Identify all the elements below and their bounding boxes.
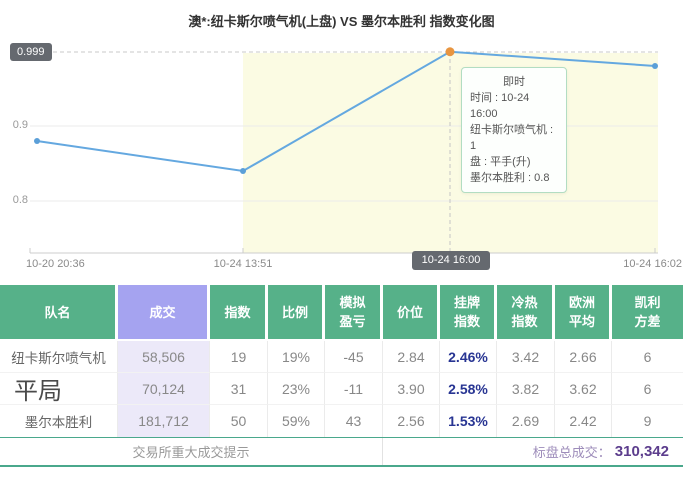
table-footer: 交易所重大成交提示 标盘总成交： 310,342 bbox=[0, 437, 683, 467]
cell-volume: 58,506 bbox=[118, 341, 210, 373]
tooltip-line-away: 墨尔本胜利 : 0.8 bbox=[470, 172, 550, 184]
current-value-badge: 0.999 bbox=[10, 43, 52, 61]
table-row-away: 墨尔本胜利 181,712 50 59% 43 2.56 1.53% 2.69 … bbox=[0, 405, 683, 437]
chart-title: 澳*:纽卡斯尔喷气机(上盘) VS 墨尔本胜利 指数变化图 bbox=[188, 14, 495, 29]
cell-euro-avg: 2.66 bbox=[555, 341, 612, 373]
cell-sim-pl: 43 bbox=[325, 405, 383, 437]
cell-index: 19 bbox=[210, 341, 268, 373]
cell-ratio: 23% bbox=[268, 373, 325, 405]
cell-price: 3.90 bbox=[383, 373, 440, 405]
cell-listed-index: 1.53% bbox=[440, 405, 497, 437]
cell-kelly-var: 9 bbox=[612, 405, 683, 437]
header-listed-index[interactable]: 挂牌 指数 bbox=[440, 285, 497, 341]
cell-sim-pl: -11 bbox=[325, 373, 383, 405]
cell-price: 2.56 bbox=[383, 405, 440, 437]
cell-kelly-var: 6 bbox=[612, 341, 683, 373]
cell-volume: 181,712 bbox=[118, 405, 210, 437]
total-volume-value: 310,342 bbox=[614, 443, 669, 460]
point-3[interactable] bbox=[652, 63, 658, 69]
cell-hot-cold: 3.42 bbox=[497, 341, 555, 373]
chart-plot[interactable] bbox=[0, 0, 683, 285]
header-price[interactable]: 价位 bbox=[383, 285, 440, 341]
y-axis-tick-label: 0.9 bbox=[12, 119, 28, 131]
header-index[interactable]: 指数 bbox=[210, 285, 268, 341]
tooltip-line-home: 纽卡斯尔喷气机 : 1 bbox=[470, 124, 554, 152]
point-2[interactable] bbox=[445, 47, 455, 57]
cell-hot-cold: 2.69 bbox=[497, 405, 555, 437]
chart-tooltip: 即时 时间 : 10-24 16:00 纽卡斯尔喷气机 : 1 盘 : 平手(升… bbox=[461, 67, 567, 193]
x-axis-tick-label: 10-20 20:36 bbox=[26, 258, 85, 270]
header-kelly-var[interactable]: 凯利 方差 bbox=[612, 285, 683, 341]
cell-euro-avg: 3.62 bbox=[555, 373, 612, 405]
total-volume: 标盘总成交： 310,342 bbox=[383, 438, 683, 465]
index-line bbox=[36, 50, 656, 173]
table-row-draw: 平局 70,124 31 23% -11 3.90 2.58% 3.82 3.6… bbox=[0, 373, 683, 405]
cell-ratio: 59% bbox=[268, 405, 325, 437]
point-0[interactable] bbox=[34, 138, 40, 144]
major-trade-notice-link[interactable]: 交易所重大成交提示 bbox=[0, 438, 383, 465]
cell-sim-pl: -45 bbox=[325, 341, 383, 373]
cell-index: 50 bbox=[210, 405, 268, 437]
table-row-home: 纽卡斯尔喷气机 58,506 19 19% -45 2.84 2.46% 3.4… bbox=[0, 341, 683, 373]
tooltip-line-handicap: 盘 : 平手(升) bbox=[470, 156, 531, 168]
y-axis-tick-label: 0.8 bbox=[12, 194, 28, 206]
header-volume[interactable]: 成交 bbox=[118, 285, 210, 341]
tooltip-title: 即时 bbox=[503, 76, 525, 88]
index-chart: 澳*:纽卡斯尔喷气机(上盘) VS 墨尔本胜利 指数变化图 0.999 0.9 … bbox=[0, 0, 683, 285]
cell-listed-index: 2.58% bbox=[440, 373, 497, 405]
header-hot-cold[interactable]: 冷热 指数 bbox=[497, 285, 555, 341]
header-team[interactable]: 队名 bbox=[0, 285, 118, 341]
header-ratio[interactable]: 比例 bbox=[268, 285, 325, 341]
x-axis-tick-label: 10-24 13:51 bbox=[213, 258, 273, 270]
cell-listed-index: 2.46% bbox=[440, 341, 497, 373]
cell-team: 纽卡斯尔喷气机 bbox=[0, 341, 118, 373]
cell-price: 2.84 bbox=[383, 341, 440, 373]
cell-volume: 70,124 bbox=[118, 373, 210, 405]
cell-index: 31 bbox=[210, 373, 268, 405]
selected-time-badge: 10-24 16:00 bbox=[412, 251, 490, 270]
cell-team: 墨尔本胜利 bbox=[0, 405, 118, 437]
cell-team: 平局 bbox=[0, 373, 118, 405]
tooltip-line-time: 时间 : 10-24 16:00 bbox=[470, 92, 530, 120]
cell-ratio: 19% bbox=[268, 341, 325, 373]
cell-kelly-var: 6 bbox=[612, 373, 683, 405]
header-sim-pl[interactable]: 模拟 盈亏 bbox=[325, 285, 383, 341]
x-axis-tick-label: 10-24 16:02 bbox=[623, 258, 682, 270]
table-header-row: 队名 成交 指数 比例 模拟 盈亏 价位 挂牌 指数 冷热 指数 欧洲 平均 凯… bbox=[0, 285, 683, 341]
odds-table: 队名 成交 指数 比例 模拟 盈亏 价位 挂牌 指数 冷热 指数 欧洲 平均 凯… bbox=[0, 285, 683, 467]
total-volume-label: 标盘总成交： bbox=[532, 445, 611, 460]
header-euro-avg[interactable]: 欧洲 平均 bbox=[555, 285, 612, 341]
point-1[interactable] bbox=[240, 168, 246, 174]
cell-hot-cold: 3.82 bbox=[497, 373, 555, 405]
cell-euro-avg: 2.42 bbox=[555, 405, 612, 437]
